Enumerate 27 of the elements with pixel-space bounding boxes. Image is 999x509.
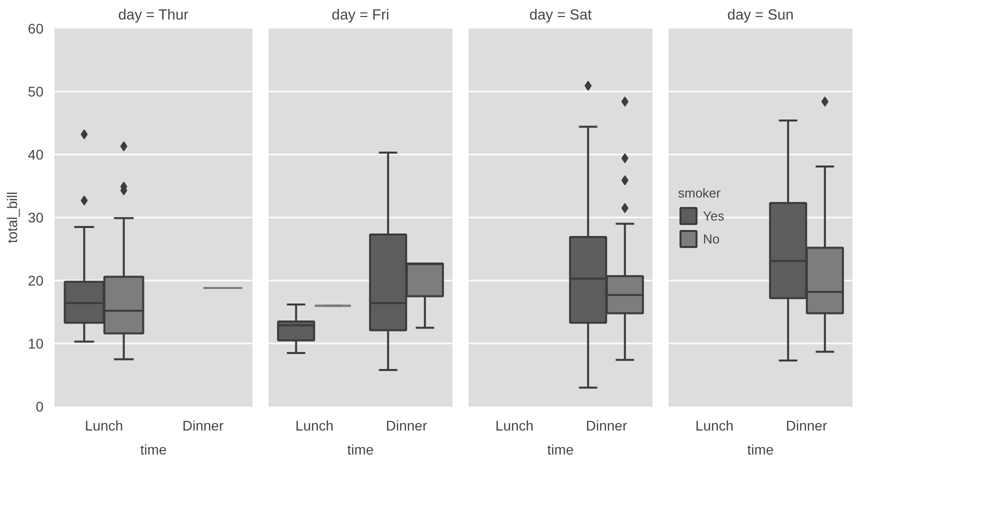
x-tick-label: Dinner bbox=[182, 418, 224, 434]
chart-title: day = Thur bbox=[118, 8, 189, 24]
chart-title: day = Sat bbox=[529, 8, 592, 24]
y-tick-label: 10 bbox=[28, 336, 44, 352]
x-tick-label: Dinner bbox=[586, 418, 628, 434]
y-tick-label: 50 bbox=[28, 84, 44, 100]
x-axis-title: time bbox=[547, 442, 574, 458]
x-tick-label: Dinner bbox=[386, 418, 428, 434]
chart-title: day = Fri bbox=[332, 8, 390, 24]
x-axis-title: time bbox=[747, 442, 774, 458]
y-tick-label: 30 bbox=[28, 210, 44, 226]
x-tick-label: Lunch bbox=[495, 418, 534, 434]
x-tick-label: Lunch bbox=[695, 418, 734, 434]
x-axis-title: time bbox=[347, 442, 374, 458]
legend-label: No bbox=[703, 231, 721, 246]
x-tick-label: Lunch bbox=[295, 418, 334, 434]
y-tick-label: 0 bbox=[36, 398, 44, 414]
x-tick-label: Lunch bbox=[84, 418, 124, 434]
x-tick-label: Dinner bbox=[786, 418, 828, 434]
y-axis-title: total_bill bbox=[4, 192, 20, 244]
x-axis-title: time bbox=[140, 442, 167, 458]
y-tick-label: 60 bbox=[28, 20, 44, 36]
legend-title: smoker bbox=[678, 186, 722, 200]
y-tick-label: 20 bbox=[28, 272, 44, 288]
chart-title: day = Sun bbox=[727, 8, 794, 24]
legend-label: Yes bbox=[703, 208, 724, 223]
y-tick-label: 40 bbox=[28, 146, 44, 162]
